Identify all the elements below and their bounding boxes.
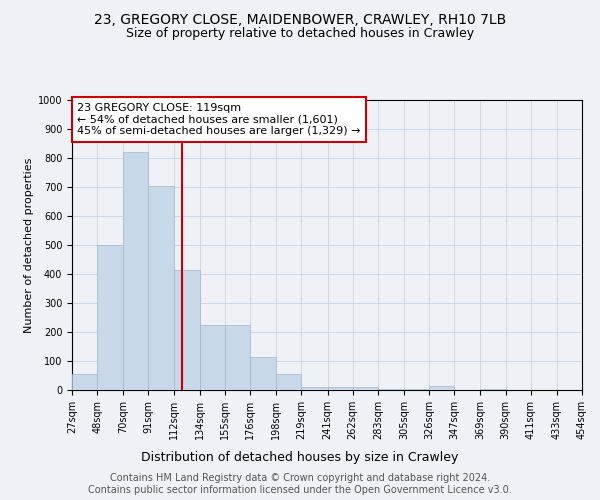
- Bar: [200, 325, 225, 390]
- Bar: [328, 387, 353, 390]
- Bar: [481, 388, 506, 390]
- Bar: [404, 388, 429, 390]
- Bar: [148, 186, 173, 390]
- Text: Size of property relative to detached houses in Crawley: Size of property relative to detached ho…: [126, 28, 474, 40]
- Bar: [124, 152, 148, 390]
- Bar: [97, 245, 124, 390]
- Bar: [250, 356, 276, 390]
- Bar: [225, 325, 250, 390]
- Text: Contains HM Land Registry data © Crown copyright and database right 2024.
Contai: Contains HM Land Registry data © Crown c…: [88, 474, 512, 495]
- Bar: [276, 374, 301, 390]
- Text: 23 GREGORY CLOSE: 119sqm
← 54% of detached houses are smaller (1,601)
45% of sem: 23 GREGORY CLOSE: 119sqm ← 54% of detach…: [77, 103, 361, 136]
- Bar: [353, 387, 378, 390]
- Y-axis label: Number of detached properties: Number of detached properties: [23, 158, 34, 332]
- Bar: [301, 387, 328, 390]
- Bar: [429, 386, 454, 390]
- Bar: [72, 374, 97, 390]
- Text: 23, GREGORY CLOSE, MAIDENBOWER, CRAWLEY, RH10 7LB: 23, GREGORY CLOSE, MAIDENBOWER, CRAWLEY,…: [94, 12, 506, 26]
- Bar: [173, 270, 200, 390]
- Text: Distribution of detached houses by size in Crawley: Distribution of detached houses by size …: [142, 451, 458, 464]
- Bar: [378, 388, 404, 390]
